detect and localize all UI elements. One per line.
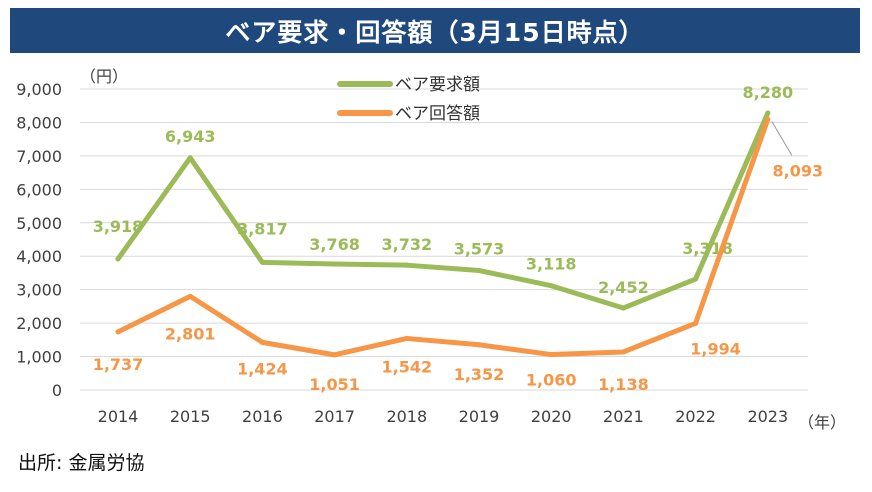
data-label: 1,051 [309, 375, 360, 394]
data-point [476, 342, 482, 348]
data-point [693, 276, 699, 282]
y-tick-label: 9,000 [16, 80, 62, 99]
data-point [693, 320, 699, 326]
data-label: 3,817 [237, 219, 288, 238]
y-axis-label: （円） [80, 67, 128, 86]
data-point [765, 110, 771, 116]
data-point [332, 261, 338, 267]
data-point [548, 283, 554, 289]
x-tick-label: 2016 [242, 407, 283, 426]
data-label: 1,424 [237, 359, 288, 378]
legend-label: ベア回答額 [395, 104, 480, 124]
data-label: 1,994 [690, 339, 741, 358]
series-line-1 [115, 110, 771, 311]
y-tick-label: 8,000 [16, 113, 62, 132]
data-point [548, 352, 554, 358]
data-point [115, 329, 121, 335]
data-label: 1,138 [598, 375, 649, 394]
y-tick-label: 0 [52, 381, 62, 400]
data-point [620, 305, 626, 311]
data-point [187, 293, 193, 299]
data-label: 8,093 [772, 161, 823, 180]
data-point [765, 116, 771, 122]
legend-label: ベア要求額 [395, 75, 480, 95]
data-point [259, 259, 265, 265]
data-label: 6,943 [165, 127, 216, 146]
data-label: 2,801 [165, 324, 216, 343]
x-tick-label: 2018 [386, 407, 427, 426]
chart-title: ベア要求・回答額（3月15日時点） [10, 8, 860, 53]
x-tick-label: 2015 [170, 407, 211, 426]
x-tick-label: 2019 [459, 407, 500, 426]
y-tick-label: 7,000 [16, 147, 62, 166]
data-label: 2,452 [598, 278, 649, 297]
data-label: 3,118 [526, 255, 577, 274]
source-note: 出所: 金属労協 [18, 452, 145, 474]
data-point [404, 335, 410, 341]
data-label: 3,918 [93, 217, 144, 236]
y-tick-label: 6,000 [16, 180, 62, 199]
data-label: 3,768 [309, 235, 360, 254]
y-tick-label: 3,000 [16, 281, 62, 300]
y-tick-label: 2,000 [16, 314, 62, 333]
data-label: 3,732 [381, 235, 432, 254]
y-tick-label: 4,000 [16, 247, 62, 266]
series-line-2 [115, 116, 771, 358]
x-axis-label: （年） [798, 413, 846, 432]
data-label: 1,352 [454, 365, 505, 384]
x-tick-label: 2022 [675, 407, 716, 426]
x-tick-label: 2021 [603, 407, 644, 426]
data-point [620, 349, 626, 355]
data-label: 1,542 [381, 357, 432, 376]
data-point [404, 262, 410, 268]
data-label: 8,280 [742, 83, 793, 102]
data-label: 3,573 [454, 240, 505, 259]
data-label: 1,737 [93, 355, 144, 374]
x-tick-label: 2023 [747, 407, 788, 426]
data-point [259, 339, 265, 345]
x-tick-label: 2017 [314, 407, 355, 426]
y-tick-label: 1,000 [16, 348, 62, 367]
y-tick-label: 5,000 [16, 214, 62, 233]
data-point [115, 256, 121, 262]
data-label: 1,060 [526, 371, 577, 390]
x-tick-label: 2020 [531, 407, 572, 426]
data-point [332, 352, 338, 358]
data-point [187, 155, 193, 161]
x-tick-label: 2014 [98, 407, 139, 426]
data-point [476, 268, 482, 274]
leader-line [771, 121, 793, 156]
